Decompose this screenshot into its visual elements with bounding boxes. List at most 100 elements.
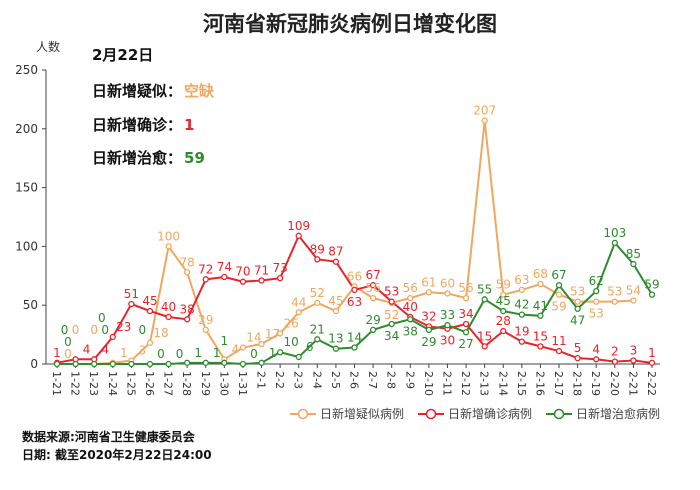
legend-item-confirmed[interactable]: 日新增确诊病例 (418, 405, 532, 422)
x-tick-label: 1-27 (162, 371, 175, 396)
x-tick-label: 2-11 (440, 371, 453, 396)
x-tick-label: 2-10 (422, 371, 435, 396)
data-label: 89 (310, 242, 325, 256)
data-label: 1 (221, 334, 229, 348)
data-point (239, 360, 247, 368)
data-label: 15 (477, 329, 492, 343)
data-label: 78 (180, 255, 195, 269)
data-point (146, 339, 154, 346)
data-point (555, 291, 563, 298)
data-point (425, 289, 433, 296)
data-label: 10 (283, 335, 298, 349)
x-tick-label: 2-2 (273, 371, 286, 389)
data-label: 85 (626, 247, 641, 261)
data-label: 4 (101, 342, 109, 356)
data-point (388, 320, 395, 328)
data-label: 45 (496, 294, 511, 308)
x-tick-label: 1-26 (143, 371, 156, 396)
x-tick-label: 2-16 (533, 371, 546, 396)
data-label: 4 (592, 342, 600, 356)
data-label: 87 (328, 245, 343, 259)
info-date: 2月22日 (92, 46, 154, 64)
info-suspected-value: 空缺 (184, 82, 215, 100)
y-tick-label: 100 (15, 239, 38, 253)
data-point (239, 278, 247, 285)
y-tick-label: 200 (15, 122, 38, 136)
data-label: 41 (533, 299, 548, 313)
data-point (53, 360, 61, 368)
data-label: 60 (440, 276, 455, 290)
data-point (518, 311, 525, 318)
info-cured: 日新增治愈： 59 (92, 147, 205, 168)
data-point (128, 300, 135, 308)
data-label: 59 (551, 300, 566, 314)
data-label: 67 (365, 268, 380, 282)
legend-item-cured[interactable]: 日新增治愈病例 (546, 405, 660, 422)
x-tick-label: 2-22 (645, 371, 658, 396)
data-label: 47 (570, 314, 585, 328)
data-label: 0 (61, 323, 69, 337)
data-label: 38 (403, 324, 418, 338)
legend-label: 日新增确诊病例 (448, 407, 533, 421)
data-label: 63 (514, 273, 529, 287)
x-tick-label: 2-20 (608, 371, 621, 396)
data-label: 44 (291, 295, 306, 309)
data-point (630, 260, 637, 268)
data-point (351, 286, 358, 294)
info-confirmed: 日新增确诊： 1 (92, 114, 194, 135)
data-label: 0 (64, 335, 72, 349)
x-tick-label: 2-1 (255, 371, 268, 389)
data-point (258, 340, 265, 348)
footer-source: 数据来源:河南省卫生健康委员会 (22, 430, 195, 444)
data-label: 59 (644, 278, 659, 292)
legend-marker-icon (290, 408, 316, 419)
data-point (276, 330, 284, 337)
y-tick-label: 250 (15, 63, 38, 77)
legend-marker-icon (418, 408, 445, 419)
data-point (184, 359, 191, 366)
x-tick-label: 2-19 (589, 371, 602, 396)
data-point (481, 117, 488, 124)
data-point (500, 307, 507, 315)
data-label: 15 (533, 329, 548, 343)
data-point (369, 282, 377, 289)
legend: 日新增疑似病例 日新增确诊病例 日新增治愈病例 (290, 405, 660, 422)
x-tick-label: 2-15 (515, 371, 528, 396)
data-label: 103 (603, 226, 626, 240)
data-point (518, 286, 525, 294)
data-label: 1 (213, 346, 221, 360)
data-point (611, 358, 618, 365)
data-label: 13 (328, 332, 343, 346)
x-tick-label: 2-3 (292, 371, 305, 389)
data-point (276, 275, 284, 282)
data-point (574, 298, 581, 305)
data-point (332, 258, 340, 265)
legend-item-suspected[interactable]: 日新增疑似病例 (290, 405, 404, 422)
data-point (500, 291, 507, 298)
y-tick-label: 50 (23, 298, 38, 312)
data-point (407, 294, 414, 302)
data-label: 3 (139, 343, 147, 357)
data-point (537, 343, 544, 350)
data-point (146, 360, 154, 368)
data-point (537, 280, 544, 288)
data-point (165, 313, 172, 321)
data-point (109, 333, 116, 341)
x-tick-label: 2-17 (552, 371, 565, 396)
data-point (369, 294, 377, 302)
data-point (407, 316, 414, 323)
data-point (593, 298, 600, 305)
data-label: 14 (347, 331, 362, 345)
data-label: 3 (630, 343, 638, 357)
data-point (202, 326, 209, 334)
data-label: 66 (347, 269, 362, 283)
data-label: 56 (365, 281, 380, 295)
data-point (518, 338, 525, 345)
data-point (462, 294, 470, 302)
data-label: 53 (384, 285, 399, 299)
x-tick-label: 2-14 (496, 371, 509, 396)
x-tick-label: 2-7 (366, 371, 379, 389)
data-point (276, 349, 284, 356)
data-label: 33 (440, 308, 455, 322)
